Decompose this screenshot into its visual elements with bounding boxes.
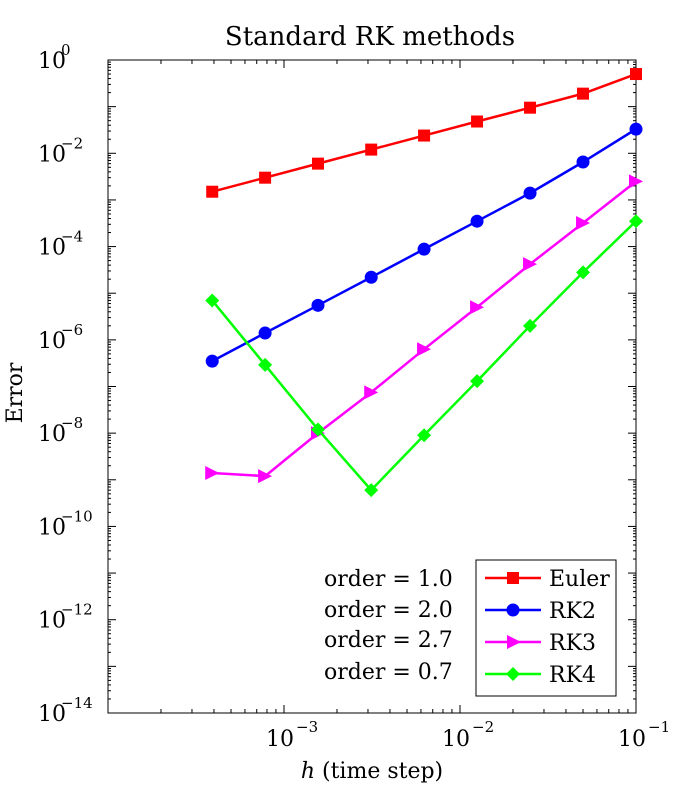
data-point-rk2 [470,214,484,228]
order-annotations: order = 1.0 order = 2.0 order = 2.7 orde… [324,567,453,685]
data-point-rk4 [417,428,432,443]
data-point-rk4 [258,357,273,372]
annotation-order-rk3: order = 2.7 [324,628,453,653]
y-tick-label: 10 [38,329,66,354]
data-point-rk4 [364,483,379,498]
y-tick-exponent: −14 [61,694,93,712]
data-point-rk4 [523,318,538,333]
data-point-rk2 [258,326,272,340]
data-point-euler [577,87,590,100]
y-tick-label: 10 [38,422,66,447]
y-tick-label: 10 [38,515,66,540]
x-tick-label: 10 [442,727,470,752]
data-point-rk2 [576,155,590,169]
legend-label-rk4: RK4 [549,663,596,688]
x-axis-label-symbol: h [301,759,315,784]
legend-entry-rk3: RK3 [485,631,596,656]
x-tick-label: 10 [266,727,294,752]
legend-entry-rk4: RK4 [485,663,596,688]
legend-marker-rk2 [506,603,520,617]
data-point-rk2 [364,270,378,284]
x-tick-exponent: −2 [472,718,494,736]
data-point-rk2 [629,122,643,136]
y-tick-exponent: −2 [61,134,83,152]
data-point-rk3 [576,216,591,231]
data-point-rk3 [470,300,485,315]
y-axis-label: Error [3,362,28,423]
y-tick-exponent: −4 [61,228,83,246]
data-point-rk3 [523,257,538,272]
data-point-rk3 [629,174,643,189]
y-tick-label: 10 [38,702,66,727]
x-tick-exponent: −1 [648,718,670,736]
data-point-rk2 [523,186,537,200]
legend-marker-rk3 [507,635,521,649]
data-point-euler [206,185,219,198]
data-point-euler [630,68,642,81]
data-point-euler [524,101,537,114]
legend-label-rk2: RK2 [549,599,596,624]
data-point-rk3 [258,469,273,484]
data-point-rk4 [576,265,591,280]
data-point-rk2 [311,298,325,312]
data-point-euler [365,143,378,156]
x-axis-label-rest: (time step) [315,759,443,784]
x-tick-labels: 10 −3 10 −2 10 −1 [266,718,670,752]
y-tick-label: 10 [38,236,66,261]
y-tick-exponent: −6 [61,321,83,339]
y-tick-exponent: 0 [61,41,71,59]
y-tick-label: 10 [38,142,66,167]
data-point-rk3 [205,465,220,480]
data-point-rk3 [364,385,379,400]
data-point-euler [418,129,431,142]
x-tick-exponent: −3 [296,718,318,736]
data-point-euler [259,171,272,184]
annotation-order-rk4: order = 0.7 [324,660,453,685]
chart-title: Standard RK methods [225,22,515,52]
data-point-rk4 [310,422,325,437]
data-point-euler [311,157,324,170]
data-point-rk2 [417,242,431,256]
y-tick-exponent: −10 [61,507,93,525]
legend-label-rk3: RK3 [549,631,596,656]
y-tick-label: 10 [38,609,66,634]
x-tick-label: 10 [618,727,646,752]
annotation-order-rk2: order = 2.0 [324,598,453,623]
series-layer [205,68,643,498]
data-point-rk4 [205,293,220,308]
data-point-rk3 [417,342,432,357]
data-point-rk4 [470,374,485,389]
data-point-rk2 [205,354,219,368]
legend: Euler RK2 RK3 RK4 [475,559,617,697]
y-tick-exponent: −8 [61,414,83,432]
y-tick-label: 10 [38,49,66,74]
x-axis-label: h (time step) [301,759,443,784]
legend-label-euler: Euler [549,567,610,592]
legend-marker-rk4 [506,667,520,681]
legend-marker-euler [507,572,519,584]
y-tick-exponent: −12 [61,601,93,619]
legend-entry-euler: Euler [485,567,610,592]
data-point-rk4 [629,214,643,229]
annotation-order-euler: order = 1.0 [324,567,453,592]
legend-entry-rk2: RK2 [485,599,596,624]
data-point-euler [471,115,484,128]
